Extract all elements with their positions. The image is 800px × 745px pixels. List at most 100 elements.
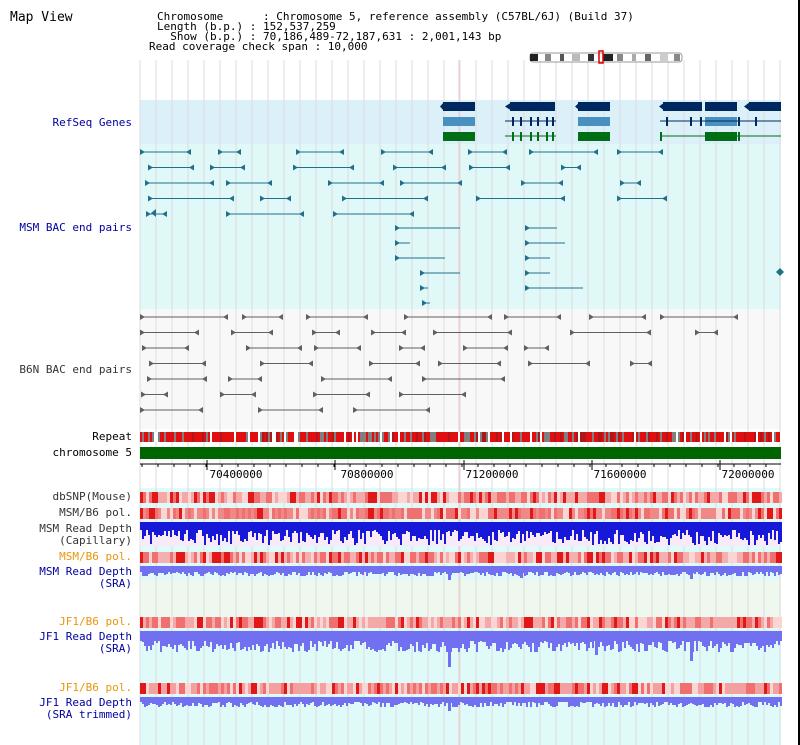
repeat-segment [278,432,280,442]
depth-bar [180,522,182,540]
heat-cell [689,683,692,694]
heat-cell [389,508,392,519]
heat-cell [368,617,371,628]
depth-bar [278,697,280,705]
repeat-segment [166,432,168,442]
bac-end-marker [525,240,530,246]
depth-bar [248,697,250,703]
heat-cell [194,683,197,694]
refseq-gene-track[interactable] [440,102,781,141]
depth-bar [700,631,702,642]
repeat-segment [446,432,448,442]
msm-bac-track[interactable] [140,149,784,306]
track-label-b6n-bac[interactable]: B6N BAC end pairs [19,363,132,376]
repeat-segment [410,432,412,442]
repeat-segment [632,432,634,442]
heat-cell [605,617,608,628]
heat-cell [251,508,254,519]
repeat-segment [196,432,198,442]
heat-cell [410,552,413,563]
heat-cell [284,552,287,563]
depth-bar [392,566,394,572]
depth-bar [610,631,612,650]
depth-bar [274,522,276,534]
heat-cell [182,683,185,694]
gene-strand-arrow [744,102,750,111]
bac-end-marker [529,149,534,155]
heat-cell [593,552,596,563]
heat-cell [692,617,695,628]
depth-bar [694,631,696,641]
heat-cell [560,617,563,628]
depth-bar [778,697,780,702]
heat-cell [218,617,221,628]
depth-bar [352,697,354,704]
depth-bar [608,522,610,538]
depth-bar [530,697,532,707]
b6n-bac-track[interactable] [140,314,738,413]
track-label-msm-bac[interactable]: MSM BAC end pairs [19,221,132,234]
heat-cell [479,683,482,694]
depth-bar [188,697,190,706]
heat-cell [647,617,650,628]
repeat-segment [580,432,582,442]
depth-bar [634,697,636,702]
depth-bar [260,522,262,534]
repeat-segment [448,432,450,442]
bac-end-marker [258,407,263,413]
depth-bar [296,522,298,533]
repeat-segment [424,432,426,442]
depth-bar [300,522,302,532]
bac-end-marker [505,164,510,171]
heat-cell [572,492,575,503]
repeat-segment [778,432,780,442]
heat-cell [146,552,149,563]
depth-bar [598,522,600,544]
heat-cell [359,617,362,628]
heat-cell [176,617,179,628]
heat-cell [287,508,290,519]
chromosome-ideogram[interactable] [529,50,683,64]
gene-exon [700,117,702,126]
repeat-segment [552,432,554,442]
depth-bar [666,566,668,575]
heat-cell [443,683,446,694]
depth-bar [304,697,306,707]
repeat-segment [304,432,306,442]
heat-cell [446,492,449,503]
heat-cell [185,508,188,519]
heat-cell [413,552,416,563]
heat-cell [320,492,323,503]
depth-bar [650,566,652,574]
heat-cell [254,552,257,563]
depth-bar [730,566,732,575]
heat-cell [326,508,329,519]
heat-cell [743,492,746,503]
depth-bar [292,631,294,652]
depth-bar [780,697,782,706]
depth-bar [710,566,712,573]
heat-cell [440,617,443,628]
heat-cell [218,508,221,519]
depth-bar [682,566,684,572]
heat-cell [629,617,632,628]
depth-bar [530,566,532,572]
bac-end-marker [521,180,526,186]
track-label-refseq[interactable]: RefSeq Genes [52,116,132,129]
depth-bar [504,522,506,537]
depth-bar [314,697,316,706]
depth-bar [462,697,464,703]
depth-bar [680,631,682,645]
repeat-segment [582,432,584,442]
heat-cell [599,508,602,519]
heat-cell [599,683,602,694]
heat-cell [233,683,236,694]
repeat-segment [352,432,354,442]
heat-cell [761,508,764,519]
heat-cell [314,492,317,503]
repeat-segment [676,432,678,442]
depth-bar [238,631,240,642]
repeat-segment [370,432,372,442]
heat-cell [377,508,380,519]
bac-end-marker [476,195,481,202]
